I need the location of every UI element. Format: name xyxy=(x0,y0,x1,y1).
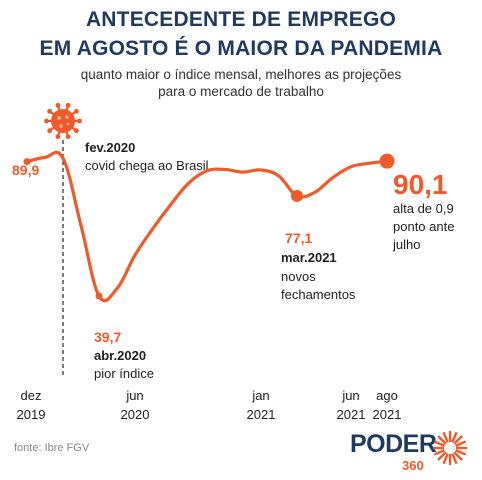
note-label-latest-2: ponto ante xyxy=(393,219,454,234)
chart-subtitle-line-1: quanto maior o índice mensal, melhores a… xyxy=(80,67,402,82)
line-chart: fev.2020 covid chega ao Brasil 89,9 39,7 abr… xyxy=(12,102,454,422)
x-tick-month-2021-01: jan xyxy=(251,388,269,403)
x-tick-year-2020-06: 2020 xyxy=(121,407,150,422)
event-text-label: covid chega ao Brasil xyxy=(85,158,209,173)
date-label-min: abr.2020 xyxy=(94,348,146,363)
x-tick-year-2021-06: 2021 xyxy=(337,407,366,422)
x-tick-year-2019-12: 2019 xyxy=(17,407,46,422)
note-label-mar2021-2: fechamentos xyxy=(281,287,356,302)
note-label-min: pior índice xyxy=(94,366,154,381)
value-label-mar2021: 77,1 xyxy=(285,230,312,246)
value-label-latest: 90,1 xyxy=(393,169,448,200)
point-min xyxy=(95,292,103,300)
point-mar2021 xyxy=(291,189,303,202)
x-tick-month-2021-06: jun xyxy=(341,388,359,403)
value-label-start: 89,9 xyxy=(12,162,39,178)
chart-subtitle-line-2: para o mercado de trabalho xyxy=(158,84,324,99)
note-label-mar2021-1: novos xyxy=(281,269,316,284)
sunburst-icon xyxy=(433,431,467,465)
point-latest xyxy=(379,153,395,169)
x-tick-month-2021-08: ago xyxy=(376,388,398,403)
x-tick-month-2020-06: jun xyxy=(125,388,143,403)
value-label-min: 39,7 xyxy=(94,329,121,345)
source-note: fonte: Ibre FGV xyxy=(14,442,90,454)
event-date-label: fev.2020 xyxy=(85,140,135,155)
virus-icon xyxy=(44,102,82,140)
chart-title-line-2: EM AGOSTO É O MAIOR DA PANDEMIA xyxy=(39,37,443,60)
poder360-logo: PODER xyxy=(350,430,437,459)
x-tick-year-2021-01: 2021 xyxy=(247,407,276,422)
chart-title-line-1: ANTECEDENTE DE EMPREGO xyxy=(85,8,397,31)
x-tick-month-2019-12: dez xyxy=(21,388,42,403)
date-label-mar2021: mar.2021 xyxy=(281,250,337,265)
logo-number: 360 xyxy=(402,458,424,473)
x-tick-year-2021-08: 2021 xyxy=(373,407,402,422)
note-label-latest-1: alta de 0,9 xyxy=(393,201,454,216)
logo-word: PODER xyxy=(350,430,437,458)
note-label-latest-3: julho xyxy=(392,237,420,252)
series-line xyxy=(25,150,389,303)
point-start xyxy=(23,158,31,166)
